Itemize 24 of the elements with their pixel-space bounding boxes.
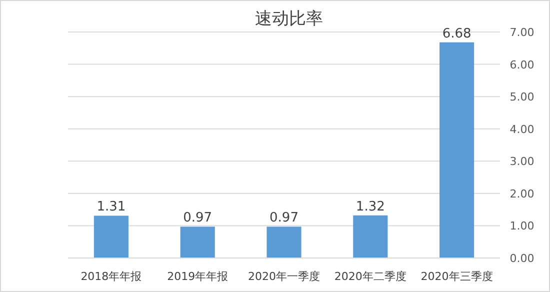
data-label: 0.97 bbox=[270, 210, 298, 226]
y-tick-label: 5.00 bbox=[510, 90, 534, 104]
y-tick-label: 2.00 bbox=[510, 187, 534, 200]
y-tick-label: 3.00 bbox=[510, 155, 534, 168]
x-tick-label: 2018年年报 bbox=[80, 270, 142, 283]
bar bbox=[180, 226, 215, 258]
y-tick-label: 6.00 bbox=[510, 58, 534, 72]
data-label: 1.32 bbox=[356, 199, 385, 214]
bar bbox=[266, 226, 302, 258]
chart-title: 速动比率 bbox=[255, 9, 323, 29]
y-tick-label: 4.00 bbox=[510, 122, 534, 136]
y-tick-label: 1.00 bbox=[510, 220, 534, 233]
x-tick-label: 2019年年报 bbox=[167, 270, 228, 283]
data-label: 6.68 bbox=[442, 26, 472, 42]
x-tick-label: 2020年一季度 bbox=[248, 270, 320, 283]
bar bbox=[353, 215, 388, 258]
y-tick-label: 7.00 bbox=[510, 26, 534, 39]
data-label: 0.97 bbox=[183, 210, 212, 226]
x-tick-label: 2020年二季度 bbox=[334, 270, 406, 283]
bar bbox=[94, 216, 128, 258]
y-tick-label: 0.00 bbox=[510, 252, 534, 265]
data-label: 1.31 bbox=[96, 200, 126, 215]
bar bbox=[440, 42, 474, 258]
x-tick-label: 2020年三季度 bbox=[420, 270, 493, 283]
